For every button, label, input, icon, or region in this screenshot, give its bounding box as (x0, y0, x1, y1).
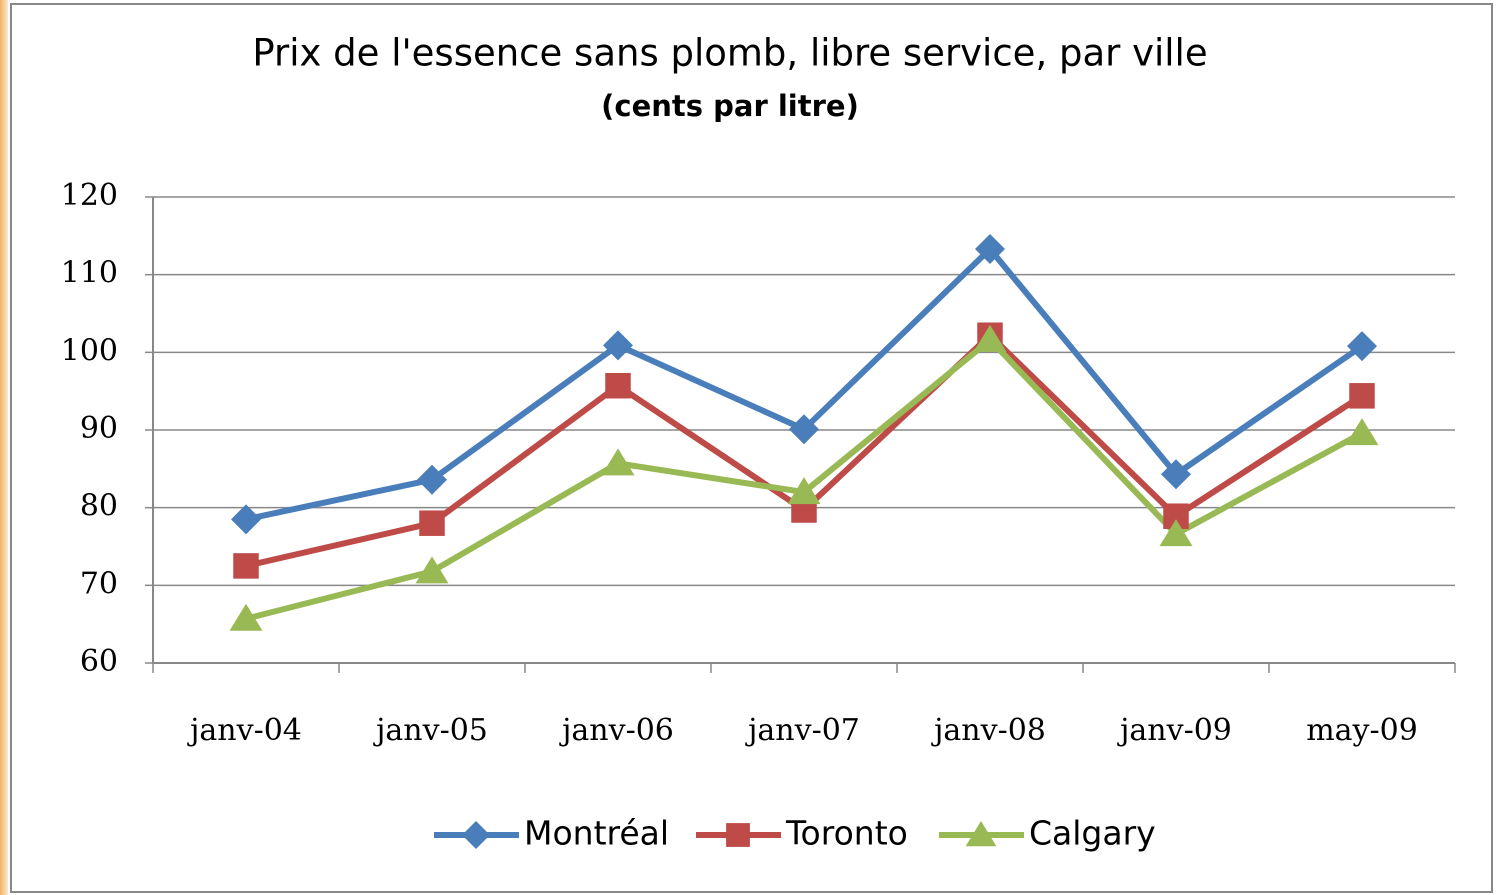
data-point (1159, 519, 1193, 547)
x-tick-label: janv-06 (559, 713, 674, 748)
y-tick-label: 110 (61, 256, 118, 291)
y-tick-label: 70 (80, 566, 118, 601)
legend-label: Toronto (785, 814, 908, 853)
y-tick-label: 80 (80, 489, 118, 524)
data-point (233, 553, 259, 579)
legend-marker (726, 823, 750, 847)
y-tick-label: 100 (61, 333, 118, 368)
data-point (605, 372, 631, 399)
x-tick-label: janv-05 (373, 713, 488, 748)
chart-frame (10, 3, 1493, 893)
data-point (1161, 459, 1191, 490)
x-tick-label: may-09 (1306, 713, 1418, 748)
data-point (603, 330, 633, 361)
chart-title: Prix de l'essence sans plomb, libre serv… (252, 32, 1207, 75)
data-point (787, 477, 821, 505)
chart-subtitle: (cents par litre) (601, 89, 859, 123)
y-tick-label: 120 (61, 178, 118, 213)
data-point (601, 448, 635, 476)
x-tick-label: janv-08 (931, 713, 1046, 748)
legend-label: Calgary (1029, 814, 1156, 853)
x-tick-label: janv-09 (1117, 713, 1232, 748)
y-tick-label: 60 (80, 644, 118, 679)
data-point (419, 510, 445, 536)
data-point (973, 324, 1007, 352)
data-point (1347, 331, 1377, 362)
data-point (231, 504, 261, 535)
data-point (789, 414, 819, 445)
data-point (229, 603, 263, 631)
data-point (1345, 418, 1379, 446)
data-point (417, 464, 447, 495)
data-point (415, 556, 449, 584)
data-point (975, 234, 1005, 265)
legend-marker (462, 821, 490, 849)
x-tick-label: janv-07 (745, 713, 860, 748)
x-tick-label: janv-04 (187, 713, 302, 748)
legend-label: Montréal (524, 814, 669, 853)
data-point (1349, 383, 1375, 409)
slide-edge (0, 0, 8, 895)
y-tick-label: 90 (80, 411, 118, 446)
legend-marker (965, 821, 997, 847)
